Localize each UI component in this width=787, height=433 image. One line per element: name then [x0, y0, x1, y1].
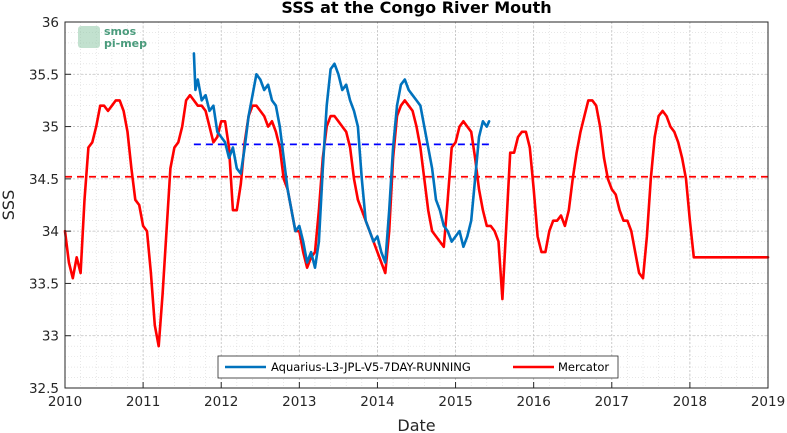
plot-area	[65, 22, 768, 388]
logo-mark	[78, 26, 100, 48]
smos-pi-mep-logo: smos pi-mep	[78, 25, 147, 50]
logo-line2: pi-mep	[104, 37, 147, 50]
x-tick-label: 2018	[673, 394, 707, 410]
y-tick-label: 34	[42, 224, 59, 240]
y-tick-label: 33	[42, 329, 59, 345]
x-tick-label: 2012	[204, 394, 238, 410]
x-tick-label: 2013	[282, 394, 316, 410]
series-lines	[63, 52, 770, 348]
chart-title: SSS at the Congo River Mouth	[281, 0, 551, 17]
legend: Aquarius-L3-JPL-V5-7DAY-RUNNING Mercator	[217, 355, 619, 379]
x-tick-label: 2016	[516, 394, 550, 410]
x-axis-ticks: 2010 2011 2012 2013 2014 2015 2016 2017 2018 2019	[48, 382, 785, 410]
aquarius-series-line	[192, 52, 491, 270]
legend-label-aquarius: Aquarius-L3-JPL-V5-7DAY-RUNNING	[271, 360, 471, 374]
y-tick-label: 32.5	[29, 381, 59, 397]
x-axis-label: Date	[397, 416, 435, 433]
y-tick-label: 34.5	[29, 172, 59, 188]
x-tick-label: 2014	[360, 394, 394, 410]
mercator-series-line	[63, 93, 770, 348]
x-tick-label: 2017	[595, 394, 629, 410]
y-axis-label: SSS	[0, 190, 18, 220]
y-tick-label: 33.5	[29, 276, 59, 292]
logo-line1: smos	[104, 25, 137, 38]
plot-frame	[64, 21, 769, 389]
x-tick-label: 2015	[438, 394, 472, 410]
y-tick-label: 35.5	[29, 67, 59, 83]
x-tick-label: 2019	[751, 394, 785, 410]
y-axis-ticks: 32.5 33 33.5 34 34.5 35 35.5 36	[29, 15, 71, 397]
x-tick-label: 2010	[48, 394, 82, 410]
reference-lines	[65, 143, 768, 178]
legend-box	[217, 355, 619, 379]
x-tick-label: 2011	[126, 394, 160, 410]
y-tick-label: 36	[42, 15, 59, 31]
legend-label-mercator: Mercator	[558, 360, 609, 374]
y-tick-label: 35	[42, 120, 59, 136]
